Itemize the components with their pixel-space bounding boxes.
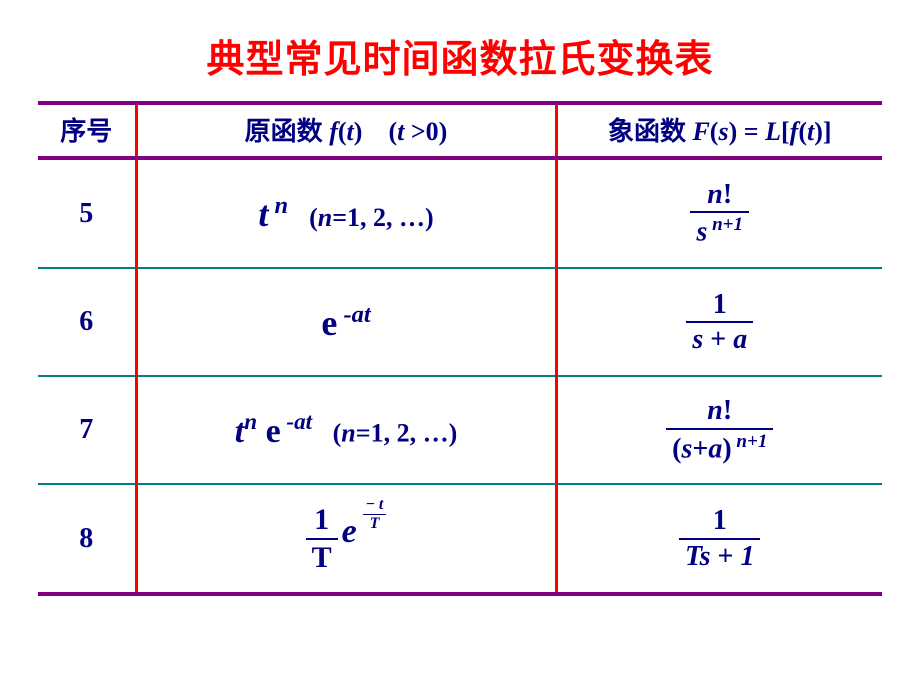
row-Fs: 1 Ts + 1 <box>556 484 882 592</box>
hdr-serial: 序号 <box>38 105 136 156</box>
r5-base: t <box>258 194 268 234</box>
r7-cond-rest: =1, 2, …) <box>356 419 457 448</box>
r8-coef: 1 T <box>306 504 338 573</box>
hdr-eq: ) = <box>729 117 765 146</box>
r7-den-s: s <box>681 433 692 464</box>
hdr-original-label: 原函数 <box>245 117 323 146</box>
r5-den-exp: n+1 <box>707 214 743 235</box>
row-index-text: 5 <box>79 198 93 229</box>
table-header: 序号 原函数 f(t) (t >0) 象函数 F(s) = L[f(t)] <box>38 105 882 156</box>
row-index: 7 <box>38 376 136 484</box>
r8-numer: 1 <box>679 506 760 537</box>
r6-frac: 1 s + a <box>686 290 753 355</box>
hdr-serial-text: 序号 <box>60 117 112 146</box>
hdr-s: s <box>718 117 728 146</box>
r8-den-s: s <box>700 541 711 572</box>
r5-cond-n: n <box>318 203 332 232</box>
hdr-t: t <box>347 117 354 146</box>
hdr-f2: f <box>790 117 799 146</box>
hdr-L: L <box>765 117 781 146</box>
row-Fs: n! (s+a) n+1 <box>556 376 882 484</box>
r5-numer-n: n <box>707 179 723 210</box>
table-row: 7 tn e -at (n=1, 2, …) n! ( s+a) n+1 <box>38 376 882 484</box>
r8-idx: 8 <box>79 523 93 554</box>
r8-coef-num: 1 <box>306 504 338 538</box>
r8-den-T: T <box>685 541 700 572</box>
hdr-image: 象函数 F(s) = L[f(t)] <box>556 105 882 156</box>
r5-numer-bang: ! <box>723 179 732 210</box>
hdr-f: f <box>329 117 338 146</box>
r7-den-plus: + <box>692 433 708 464</box>
row-fn: t n (n=1, 2, …) <box>136 160 556 268</box>
r7-t: t <box>235 413 244 450</box>
r7-frac: n! (s+a) n+1 <box>666 396 773 463</box>
r8-exp: e − t T <box>342 511 387 551</box>
r5-exp: n <box>268 192 288 219</box>
r8-den-plus: + <box>710 541 740 572</box>
r8-coef-den: T <box>312 541 332 574</box>
hdr-Fimg: F <box>692 117 709 146</box>
r6-den-plus: + <box>703 324 733 355</box>
r7-den-close: ) <box>722 433 731 464</box>
r7-cond-open: ( <box>333 419 342 448</box>
r8-exp-minus: − <box>366 496 375 513</box>
row-fn: 1 T e − t T <box>136 484 556 592</box>
table-row: 5 t n (n=1, 2, …) n! s n+1 <box>38 160 882 268</box>
r7-den-exp: n+1 <box>732 431 768 452</box>
r7-idx: 7 <box>79 414 93 445</box>
r7-e: e <box>266 413 281 450</box>
r6-exp: -at <box>337 301 370 328</box>
hdr-original: 原函数 f(t) (t >0) <box>136 105 556 156</box>
rule-bottom <box>38 592 882 596</box>
r8-den-1: 1 <box>740 541 754 572</box>
r8-e: e <box>342 513 357 550</box>
row-index: 5 <box>38 160 136 268</box>
r6-numer: 1 <box>686 290 753 321</box>
table-row: 8 1 T e − t T 1 Ts + 1 <box>38 484 882 592</box>
row-Fs: n! s n+1 <box>556 160 882 268</box>
r6-den-a: a <box>733 324 747 355</box>
row-fn: e -at <box>136 268 556 376</box>
hdr-b1: [ <box>781 117 790 146</box>
table-row: 6 e -at 1 s + a <box>38 268 882 376</box>
row-index: 8 <box>38 484 136 592</box>
r7-sp <box>257 413 266 450</box>
slide-title: 典型常见时间函数拉氏变换表 <box>38 28 882 83</box>
r6-idx: 6 <box>79 306 93 337</box>
hdr-cond-rest: >0) <box>404 117 447 146</box>
r6-base: e <box>321 303 337 343</box>
laplace-table: 序号 原函数 f ( t) ( t >0) 象函数 F(s) = L[f(t)] 5 <box>38 101 882 596</box>
r7-cond-n: n <box>341 419 355 448</box>
r5-cond-rest: =1, 2, …) <box>332 203 433 232</box>
hdr-image-label: 象函数 <box>608 117 686 146</box>
r8-frac: 1 Ts + 1 <box>679 506 760 571</box>
hdr-cond-open: ( <box>388 117 397 146</box>
slide: 典型常见时间函数拉氏变换表 序号 原函数 f(t) (t >0) 象函数 F(s… <box>0 0 920 690</box>
r5-frac: n! s n+1 <box>690 180 749 247</box>
r7-eexp: -at <box>281 409 312 435</box>
r5-cond-open: ( <box>309 203 318 232</box>
r7-texp: n <box>244 409 257 435</box>
row-Fs: 1 s + a <box>556 268 882 376</box>
r5-den-s: s <box>696 217 707 248</box>
r8-exp-den: T <box>370 515 380 532</box>
hdr-b2: )] <box>814 117 831 146</box>
row-index: 6 <box>38 268 136 376</box>
r7-numer-n: n <box>707 395 723 426</box>
row-fn: tn e -at (n=1, 2, …) <box>136 376 556 484</box>
r8-expfrac: − t T <box>363 497 387 532</box>
r8-exp-num: t <box>379 496 383 513</box>
r7-numer-bang: ! <box>723 395 732 426</box>
r7-den-a: a <box>708 433 722 464</box>
r6-den-s: s <box>692 324 703 355</box>
